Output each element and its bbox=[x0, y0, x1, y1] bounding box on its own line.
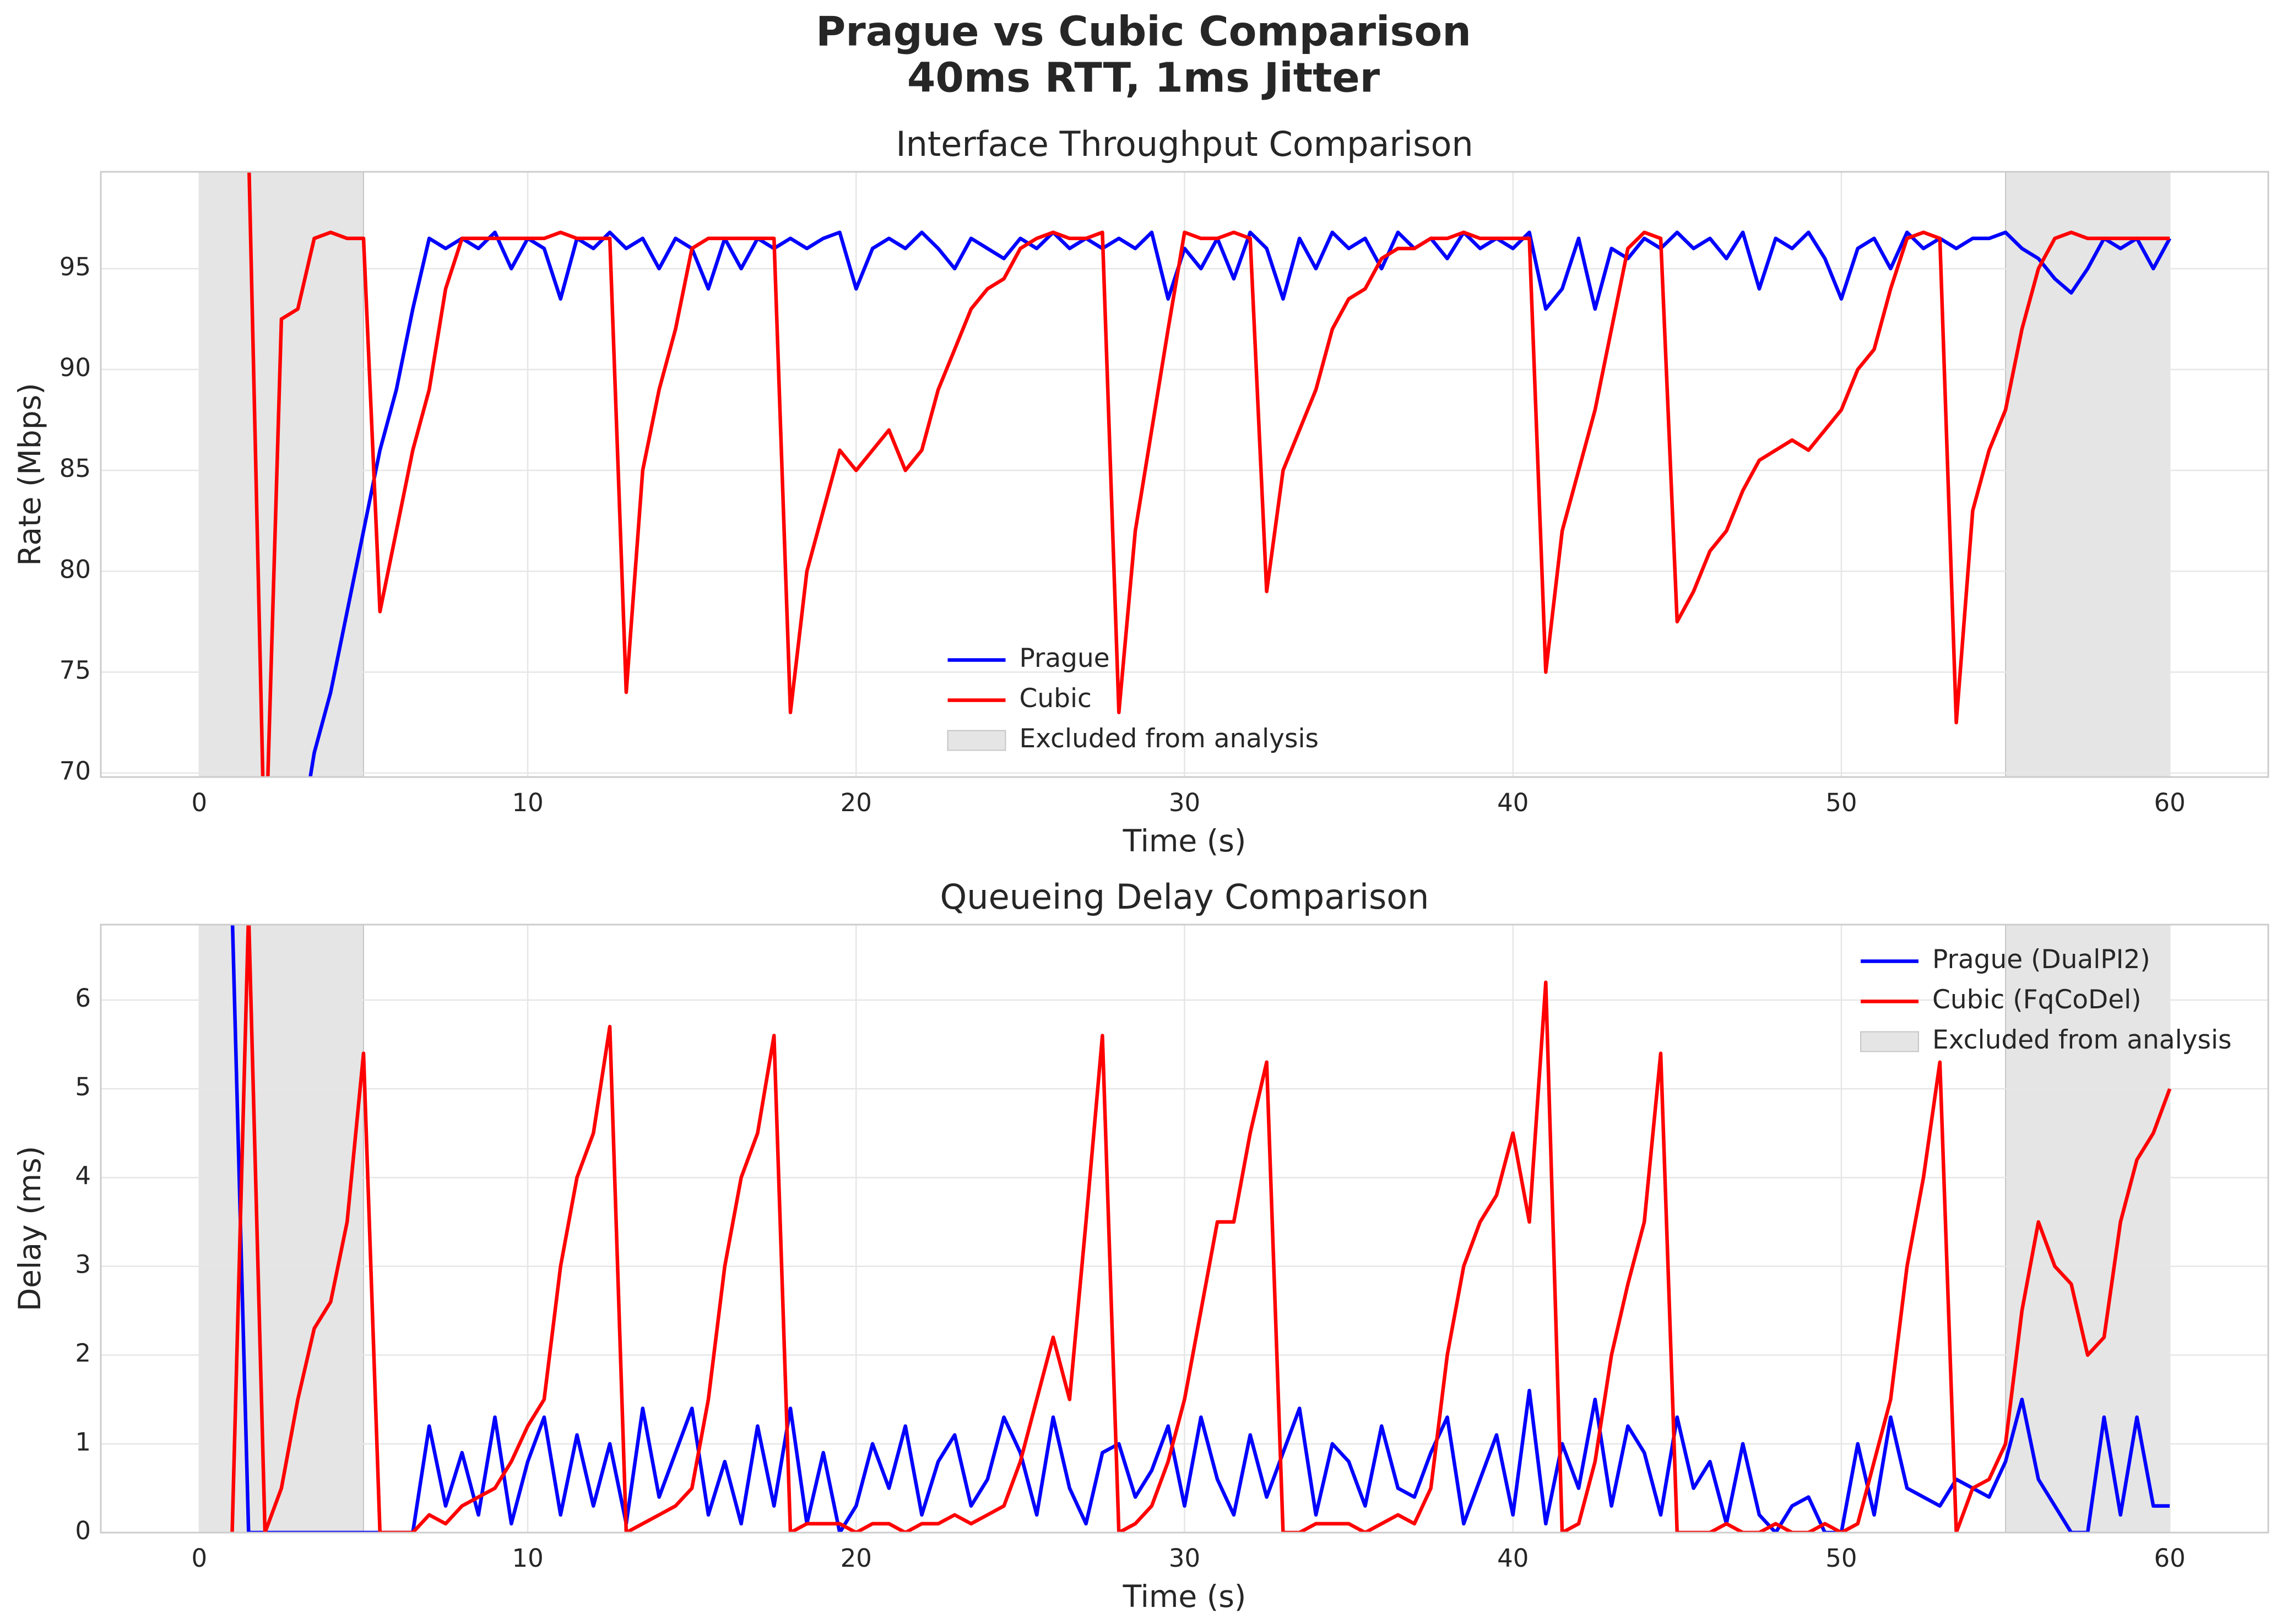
y-tick-label: 85 bbox=[59, 454, 91, 483]
y-tick-label: 6 bbox=[75, 984, 91, 1013]
series-line bbox=[308, 230, 2171, 777]
legend-label: Prague (DualPI2) bbox=[1932, 944, 2150, 975]
y-tick-label: 5 bbox=[75, 1072, 91, 1101]
axes-title: Interface Throughput Comparison bbox=[896, 124, 1473, 164]
legend-label: Cubic bbox=[1020, 683, 1092, 714]
y-tick-label: 95 bbox=[59, 252, 91, 281]
legend-label: Cubic (FqCoDel) bbox=[1932, 985, 2142, 1015]
x-tick-label: 60 bbox=[2154, 1544, 2186, 1573]
x-tick-label: 20 bbox=[841, 1544, 872, 1573]
figure-title: Prague vs Cubic Comparison bbox=[816, 8, 1471, 56]
series-line bbox=[247, 172, 2170, 777]
figure-subtitle: 40ms RTT, 1ms Jitter bbox=[907, 55, 1380, 102]
axes-title: Queueing Delay Comparison bbox=[940, 877, 1429, 917]
series-line bbox=[230, 925, 2172, 1533]
excluded-region bbox=[2005, 171, 2171, 778]
series-line bbox=[230, 925, 2170, 1533]
x-axis-label: Time (s) bbox=[1123, 823, 1247, 859]
x-tick-label: 10 bbox=[512, 1544, 543, 1573]
x-tick-label: 60 bbox=[2154, 788, 2186, 817]
y-tick-label: 2 bbox=[75, 1339, 91, 1368]
y-tick-label: 75 bbox=[59, 656, 91, 685]
x-tick-label: 50 bbox=[1825, 1544, 1857, 1573]
axes-frame bbox=[100, 171, 2269, 778]
y-tick-label: 80 bbox=[59, 555, 91, 584]
legend-label: Excluded from analysis bbox=[1020, 724, 1319, 754]
x-tick-label: 30 bbox=[1169, 1544, 1200, 1573]
x-tick-label: 10 bbox=[512, 788, 543, 817]
excluded-region bbox=[198, 924, 364, 1533]
y-tick-label: 90 bbox=[59, 353, 91, 382]
x-tick-label: 0 bbox=[192, 788, 208, 817]
legend-label: Excluded from analysis bbox=[1932, 1025, 2232, 1055]
x-tick-label: 50 bbox=[1825, 788, 1857, 817]
x-axis-label: Time (s) bbox=[1123, 1579, 1247, 1614]
excluded-region bbox=[198, 171, 364, 778]
y-tick-label: 0 bbox=[75, 1516, 91, 1545]
x-tick-label: 20 bbox=[841, 788, 872, 817]
axes-frame bbox=[100, 924, 2269, 1534]
legend-swatch bbox=[947, 730, 1006, 751]
y-tick-label: 4 bbox=[75, 1161, 91, 1190]
excluded-region bbox=[2005, 924, 2171, 1533]
y-axis-label: Delay (ms) bbox=[12, 1146, 47, 1311]
x-tick-label: 40 bbox=[1497, 788, 1529, 817]
x-tick-label: 40 bbox=[1497, 1544, 1529, 1573]
y-tick-label: 3 bbox=[75, 1250, 91, 1279]
y-axis-label: Rate (Mbps) bbox=[12, 383, 47, 566]
legend-label: Prague bbox=[1020, 643, 1110, 674]
y-tick-label: 70 bbox=[59, 757, 91, 786]
legend-swatch bbox=[1860, 1031, 1919, 1052]
x-tick-label: 0 bbox=[192, 1544, 208, 1573]
y-tick-label: 1 bbox=[75, 1427, 91, 1457]
x-tick-label: 30 bbox=[1169, 788, 1200, 817]
